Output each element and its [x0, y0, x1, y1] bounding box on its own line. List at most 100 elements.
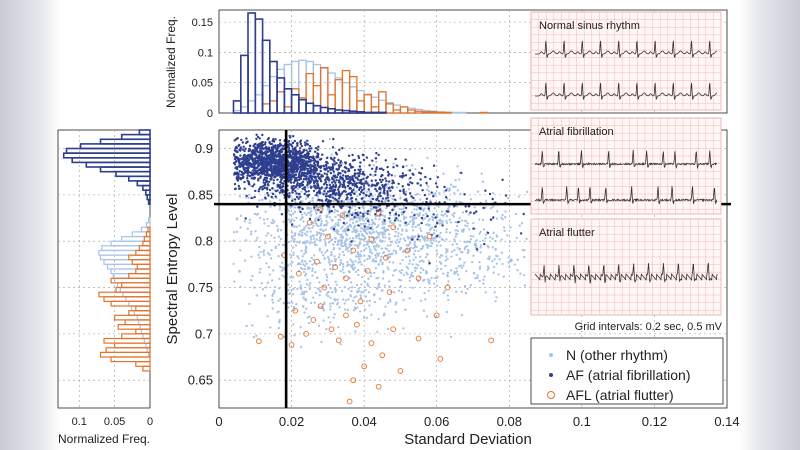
scatter-point-af [347, 169, 350, 173]
scatter-point-n [381, 214, 384, 217]
scatter-point-n [521, 248, 524, 252]
scatter-point-af [243, 153, 246, 157]
scatter-point-n [398, 207, 401, 211]
scatter-point-af [337, 179, 341, 182]
scatter-point-n [309, 207, 313, 210]
scatter-point-n [445, 255, 448, 258]
scatter-point-n [362, 222, 365, 226]
scatter-point-af [262, 161, 265, 164]
scatter-point-af [293, 153, 297, 157]
scatter-point-n [292, 323, 295, 326]
scatter-point-af [469, 211, 472, 214]
scatter-point-af [293, 176, 296, 179]
scatter-point-n [400, 291, 404, 294]
scatter-point-n [360, 283, 363, 286]
scatter-point-n [375, 230, 378, 233]
scatter-point-af [409, 176, 412, 180]
scatter-point-n [445, 221, 449, 224]
scatter-point-n [466, 222, 469, 225]
scatter-point-n [303, 267, 306, 271]
scatter-point-af [377, 153, 380, 157]
scatter-point-n [297, 232, 301, 236]
scatter-point-n [482, 228, 486, 231]
scatter-point-n [405, 190, 408, 193]
scatter-point-n [296, 287, 299, 290]
scatter-point-n [414, 193, 418, 196]
scatter-point-n [426, 223, 429, 226]
scatter-point-af [307, 190, 310, 193]
scatter-point-n [367, 254, 370, 258]
scatter-point-n [271, 301, 275, 304]
scatter-point-af [334, 185, 337, 188]
scatter-point-n [313, 301, 316, 304]
scatter-point-af [233, 173, 236, 176]
scatter-point-n [466, 244, 469, 248]
scatter-point-af [277, 167, 281, 170]
scatter-point-af [237, 165, 241, 168]
scatter-point-af [298, 192, 301, 196]
scatter-point-af [314, 187, 317, 190]
scatter-point-af [397, 214, 400, 217]
scatter-point-af [386, 196, 390, 199]
scatter-point-af [257, 162, 260, 165]
left-histogram-bar-af [138, 129, 151, 136]
scatter-point-af [308, 174, 311, 178]
scatter-point-af [337, 181, 341, 184]
ecg-panel-background [530, 117, 722, 215]
scatter-point-af [280, 155, 284, 158]
scatter-point-af [266, 138, 270, 141]
scatter-point-n [278, 287, 281, 290]
scatter-point-n [316, 287, 319, 290]
scatter-point-n [305, 224, 308, 228]
scatter-point-n [352, 309, 356, 312]
scatter-point-n [346, 264, 349, 267]
scatter-point-n [501, 213, 504, 217]
scatter-point-n [392, 249, 395, 252]
scatter-point-n [375, 243, 379, 246]
scatter-point-n [345, 234, 349, 237]
scatter-point-n [440, 210, 444, 213]
scatter-point-af [290, 223, 294, 226]
scatter-point-n [468, 241, 472, 244]
scatter-point-n [262, 218, 266, 221]
scatter-point-af [279, 164, 282, 168]
scatter-point-n [357, 287, 360, 290]
scatter-point-af [346, 184, 350, 188]
scatter-point-n [310, 241, 313, 244]
scatter-point-n [446, 271, 450, 274]
scatter-point-n [342, 271, 345, 274]
scatter-point-n [376, 235, 379, 239]
scatter-point-n [362, 316, 366, 319]
scatter-point-af [316, 154, 319, 157]
scatter-point-n [419, 271, 422, 274]
scatter-point-n [395, 186, 399, 189]
scatter-point-n [397, 232, 400, 235]
scatter-point-n [347, 246, 350, 249]
scatter-y-tick-label: 0.75 [188, 280, 213, 295]
scatter-point-n [308, 287, 312, 291]
scatter-point-af [373, 184, 376, 187]
scatter-point-n [436, 244, 439, 247]
scatter-point-n [431, 215, 434, 218]
scatter-point-af [311, 156, 314, 160]
scatter-point-n [299, 218, 302, 221]
scatter-point-af [295, 166, 298, 169]
scatter-point-n [484, 237, 487, 240]
scatter-point-n [483, 275, 486, 278]
scatter-point-n [479, 246, 482, 249]
scatter-point-n [355, 283, 359, 287]
scatter-point-n [425, 270, 428, 273]
scatter-point-n [402, 237, 405, 240]
left-background-shade [0, 0, 60, 450]
scatter-point-n [397, 218, 400, 222]
scatter-point-af [371, 183, 374, 186]
scatter-point-n [334, 260, 337, 263]
scatter-x-tick-label: 0.1 [573, 414, 591, 429]
scatter-point-af [299, 140, 302, 144]
scatter-point-af [289, 136, 292, 139]
scatter-point-n [246, 227, 249, 231]
scatter-point-n [329, 305, 332, 308]
scatter-point-n [473, 272, 476, 275]
scatter-point-af [407, 183, 411, 187]
scatter-point-n [497, 273, 500, 276]
